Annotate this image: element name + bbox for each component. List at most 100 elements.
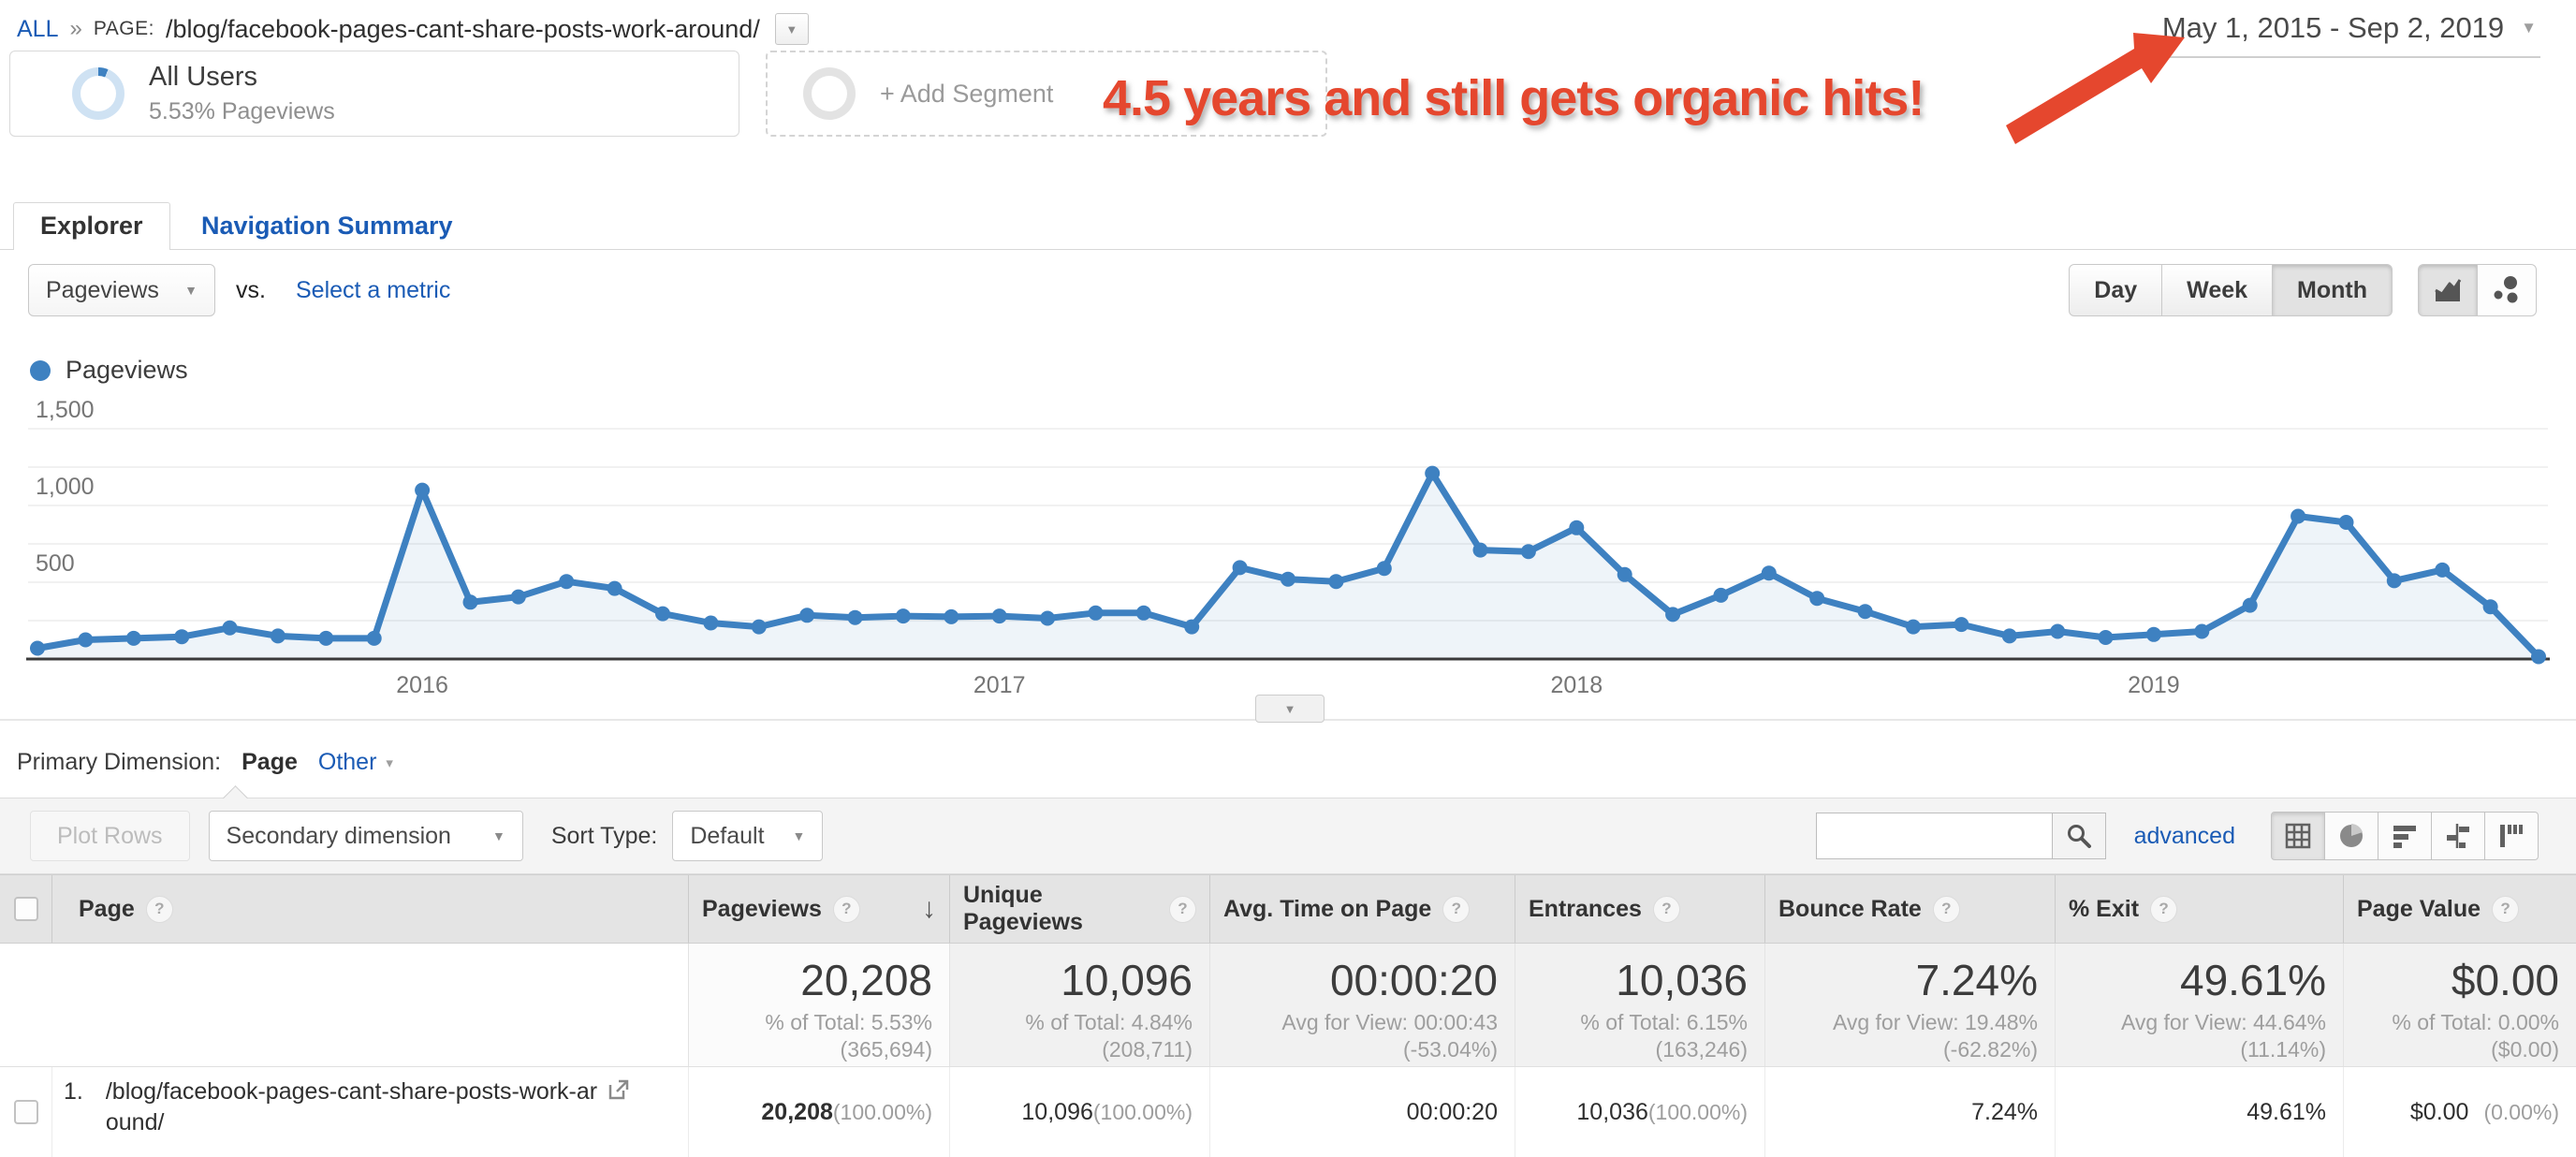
chart-point[interactable] <box>415 482 431 498</box>
chart-point[interactable] <box>1809 591 1825 607</box>
chart-point[interactable] <box>1328 574 1344 590</box>
help-icon[interactable]: ? <box>1442 895 1471 923</box>
help-icon[interactable]: ? <box>1932 895 1960 923</box>
column-header-percent-exit[interactable]: % Exit? <box>2055 875 2343 943</box>
page-filter-dropdown-button[interactable]: ▼ <box>774 13 809 45</box>
column-header-avg-time-on-page[interactable]: Avg. Time on Page? <box>1209 875 1515 943</box>
column-header-pageviews[interactable]: Pageviews? ↓ <box>688 875 949 943</box>
data-view-button[interactable] <box>2271 812 2325 860</box>
chart-point[interactable] <box>1761 565 1777 581</box>
chart-point[interactable] <box>2291 508 2306 524</box>
chart-point[interactable] <box>1617 566 1632 582</box>
chart-collapse-button[interactable]: ▼ <box>1255 695 1325 723</box>
chart-point[interactable] <box>2386 573 2402 589</box>
performance-view-button[interactable] <box>2378 812 2432 860</box>
select-metric-link[interactable]: Select a metric <box>296 277 451 303</box>
chart-point[interactable] <box>1232 560 1248 576</box>
segment-card-all-users[interactable]: All Users 5.53% Pageviews <box>9 51 739 137</box>
breadcrumb-all-link[interactable]: ALL <box>17 15 59 42</box>
row-checkbox[interactable] <box>13 1100 38 1124</box>
chart-point[interactable] <box>1281 571 1295 587</box>
chart-point[interactable] <box>703 615 719 631</box>
chart-point[interactable] <box>944 608 959 624</box>
granularity-month-button[interactable]: Month <box>2272 264 2393 316</box>
chart-point[interactable] <box>174 629 190 645</box>
metric-selector-dropdown[interactable]: Pageviews ▼ <box>28 264 215 316</box>
chart-point[interactable] <box>125 630 141 646</box>
chart-point[interactable] <box>1857 604 1873 620</box>
table-row[interactable]: 1. /blog/facebook-pages-cant-share-posts… <box>0 1067 2576 1157</box>
chart-point[interactable] <box>607 580 622 596</box>
date-range-selector[interactable]: May 1, 2015 - Sep 2, 2019 ▼ <box>2158 11 2540 58</box>
external-link-icon[interactable] <box>607 1077 631 1102</box>
chart-point[interactable] <box>1135 605 1151 621</box>
granularity-day-button[interactable]: Day <box>2069 264 2163 316</box>
help-icon[interactable]: ? <box>1652 895 1680 923</box>
secondary-dimension-dropdown[interactable]: Secondary dimension ▼ <box>208 811 523 861</box>
chart-point[interactable] <box>751 619 767 635</box>
chart-point[interactable] <box>991 608 1007 624</box>
help-icon[interactable]: ? <box>2150 895 2178 923</box>
sort-type-dropdown[interactable]: Default ▼ <box>672 811 824 861</box>
chart-point[interactable] <box>1088 605 1104 621</box>
chart-point[interactable] <box>270 628 285 644</box>
search-button[interactable] <box>2051 813 2106 859</box>
chart-point[interactable] <box>1906 619 1921 635</box>
advanced-search-link[interactable]: advanced <box>2133 822 2235 849</box>
motion-chart-view-button[interactable] <box>2477 264 2537 316</box>
pivot-view-button[interactable] <box>2484 812 2539 860</box>
chart-point[interactable] <box>1376 561 1392 577</box>
chart-point[interactable] <box>2338 515 2354 530</box>
chart-point[interactable] <box>1569 520 1585 535</box>
percentage-view-button[interactable] <box>2324 812 2378 860</box>
comparison-view-button[interactable] <box>2431 812 2485 860</box>
primary-dimension-other[interactable]: Other <box>317 749 377 775</box>
chart-point[interactable] <box>366 630 382 646</box>
column-header-page-value[interactable]: Page Value? <box>2343 875 2576 943</box>
chart-point[interactable] <box>2098 630 2114 645</box>
chart-point[interactable] <box>655 606 670 622</box>
chart-point[interactable] <box>30 640 45 656</box>
chart-point[interactable] <box>1520 544 1536 560</box>
column-header-page[interactable]: Page ? <box>51 875 688 943</box>
tab-navigation-summary[interactable]: Navigation Summary <box>201 212 453 240</box>
chart-point[interactable] <box>1954 617 1969 633</box>
help-icon[interactable]: ? <box>2492 895 2520 923</box>
chart-point[interactable] <box>510 589 526 605</box>
chart-point[interactable] <box>222 620 238 636</box>
sort-descending-icon[interactable]: ↓ <box>922 893 936 924</box>
help-icon[interactable]: ? <box>1169 895 1196 923</box>
chart-point[interactable] <box>1472 542 1488 558</box>
primary-dimension-page[interactable]: Page <box>242 749 298 775</box>
chart-point[interactable] <box>78 632 94 648</box>
chart-point[interactable] <box>1040 610 1056 626</box>
chart-point[interactable] <box>1425 465 1441 481</box>
chart-point[interactable] <box>462 594 478 610</box>
row-page-url[interactable]: /blog/facebook-pages-cant-share-posts-wo… <box>106 1076 631 1138</box>
chart-point[interactable] <box>559 574 575 590</box>
column-header-unique-pageviews[interactable]: Unique Pageviews? <box>949 875 1209 943</box>
plot-rows-button[interactable]: Plot Rows <box>30 811 190 861</box>
column-header-bounce-rate[interactable]: Bounce Rate? <box>1764 875 2055 943</box>
chart-point[interactable] <box>799 608 815 623</box>
help-icon[interactable]: ? <box>832 895 860 923</box>
chart-point[interactable] <box>1184 619 1200 635</box>
chart-point[interactable] <box>2242 597 2258 613</box>
chart-point[interactable] <box>2001 628 2017 644</box>
add-segment-card[interactable]: + Add Segment <box>766 51 1327 137</box>
granularity-week-button[interactable]: Week <box>2161 264 2274 316</box>
chart-point[interactable] <box>895 608 911 624</box>
chart-point[interactable] <box>2050 623 2066 639</box>
help-icon[interactable]: ? <box>145 895 173 923</box>
chart-point[interactable] <box>2435 562 2451 578</box>
tab-explorer[interactable]: Explorer <box>13 202 170 250</box>
chart-point[interactable] <box>2145 626 2161 642</box>
chart-point[interactable] <box>2194 623 2210 639</box>
chart-point[interactable] <box>2531 649 2546 665</box>
chart-point[interactable] <box>2482 599 2498 615</box>
chart-point[interactable] <box>1713 587 1729 603</box>
chart-point[interactable] <box>847 609 863 625</box>
chart-point[interactable] <box>1665 607 1681 622</box>
chart-point[interactable] <box>318 630 334 646</box>
line-chart-view-button[interactable] <box>2418 264 2478 316</box>
